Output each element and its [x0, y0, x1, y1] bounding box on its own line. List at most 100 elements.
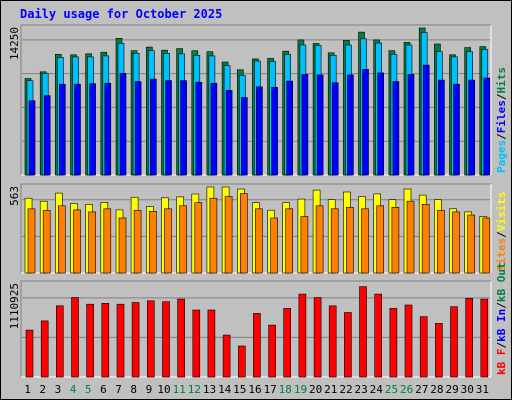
panel-max-label: 1110925	[8, 283, 21, 329]
x-tick-labels: 1 2 3 4 5 6 7 8 9 10 11 12 13 14 15 16 17 18 19 20 21 22 23 24 2…	[24, 383, 489, 396]
x-tick-label: 6	[100, 383, 107, 396]
panel-hits-files-pages: 14250 Pages/Files/Hits	[8, 24, 508, 176]
bar-sites	[164, 208, 172, 274]
series-sites	[27, 193, 491, 274]
bar-kb-f	[192, 309, 201, 378]
bar-kb-f	[298, 293, 307, 378]
series-kb-f	[25, 286, 489, 378]
x-tick-label: 4	[70, 383, 77, 396]
bar-pages	[119, 73, 127, 176]
x-tick-label: 18	[279, 383, 292, 396]
bar-sites	[391, 207, 400, 274]
x-tick-label: 5	[85, 383, 92, 396]
x-tick-label: 15	[233, 383, 246, 396]
bar-sites	[118, 217, 127, 274]
bar-pages	[104, 82, 112, 176]
bar-kb-f	[86, 303, 94, 378]
x-tick-label: 3	[55, 383, 62, 396]
bar-kb-f	[25, 329, 34, 378]
series-pages	[28, 64, 491, 176]
x-tick-label: 17	[264, 383, 277, 396]
bar-sites	[406, 200, 415, 274]
panel-side-legend: Pages/Files/Hits	[495, 67, 508, 173]
bar-pages	[225, 90, 233, 176]
bar-sites	[300, 216, 309, 274]
chart-title: Daily usage for October 2025	[20, 7, 222, 21]
bar-kb-f	[344, 312, 352, 378]
bar-kb-f	[131, 302, 140, 378]
x-tick-label: 22	[339, 383, 352, 396]
bar-pages	[271, 87, 278, 176]
bar-sites	[88, 211, 96, 274]
bar-sites	[209, 197, 218, 274]
bar-sites	[285, 208, 294, 274]
bar-pages	[74, 83, 81, 176]
bar-pages	[362, 69, 369, 176]
bar-sites	[103, 208, 112, 274]
bar-sites	[149, 211, 157, 274]
bar-pages	[468, 79, 476, 176]
bar-pages	[28, 100, 36, 176]
bar-sites	[452, 211, 460, 274]
bar-pages	[483, 77, 491, 176]
bar-pages	[256, 86, 263, 176]
bar-pages	[195, 81, 203, 176]
bar-sites	[42, 210, 51, 274]
bar-pages	[453, 83, 460, 176]
panel-visits-sites: 563 Sites/Visits	[8, 183, 508, 274]
panel-max-label: 563	[8, 186, 21, 206]
x-tick-label: 21	[324, 383, 337, 396]
bar-pages	[407, 74, 415, 176]
bar-kb-f	[283, 308, 292, 378]
legend-entry: Files	[495, 100, 508, 133]
bar-sites	[376, 205, 385, 274]
bar-pages	[316, 74, 324, 176]
panel-max-label: 14250	[8, 27, 21, 60]
bar-kb-f	[404, 304, 413, 378]
bar-sites	[255, 208, 263, 274]
legend-entry: kB In	[495, 309, 508, 342]
bar-sites	[330, 208, 339, 274]
x-tick-label: 1	[24, 383, 31, 396]
x-tick-label: 31	[476, 383, 489, 396]
legend-entry: kB F	[495, 349, 508, 376]
x-tick-label: 23	[354, 383, 367, 396]
bar-kb-f	[253, 313, 261, 378]
x-tick-label: 24	[370, 383, 384, 396]
panel-side-legend: kB F/kB In/kB Out	[495, 262, 508, 375]
x-tick-label: 19	[294, 383, 307, 396]
legend-entry: kB Out	[495, 262, 508, 302]
bar-kb-f	[222, 334, 231, 378]
bar-pages	[286, 80, 294, 176]
bar-pages	[165, 80, 172, 176]
legend-entry: Pages	[495, 140, 508, 173]
x-tick-label: 9	[146, 383, 153, 396]
bar-kb-f	[328, 305, 337, 378]
bar-pages	[43, 95, 51, 176]
x-tick-label: 16	[248, 383, 261, 396]
bar-sites	[270, 217, 278, 274]
bar-kb-f	[55, 305, 64, 378]
bar-sites	[27, 208, 36, 274]
bar-pages	[241, 97, 248, 176]
x-tick-label: 14	[218, 383, 232, 396]
bar-pages	[422, 64, 430, 176]
x-tick-label: 26	[400, 383, 413, 396]
bar-kb-f	[116, 303, 125, 378]
legend-separator: /	[495, 231, 508, 238]
bar-pages	[438, 79, 445, 176]
bar-sites	[57, 205, 66, 274]
x-tick-label: 11	[173, 383, 186, 396]
x-tick-label: 29	[445, 383, 458, 396]
bar-kb-f	[359, 286, 367, 378]
bar-sites	[361, 208, 369, 274]
legend-separator: /	[495, 302, 508, 309]
bar-pages	[331, 82, 339, 176]
legend-entry: Visits	[495, 192, 508, 232]
x-tick-label: 30	[461, 383, 474, 396]
bar-pages	[301, 74, 309, 176]
bar-kb-f	[177, 298, 185, 378]
bar-kb-f	[480, 298, 489, 378]
